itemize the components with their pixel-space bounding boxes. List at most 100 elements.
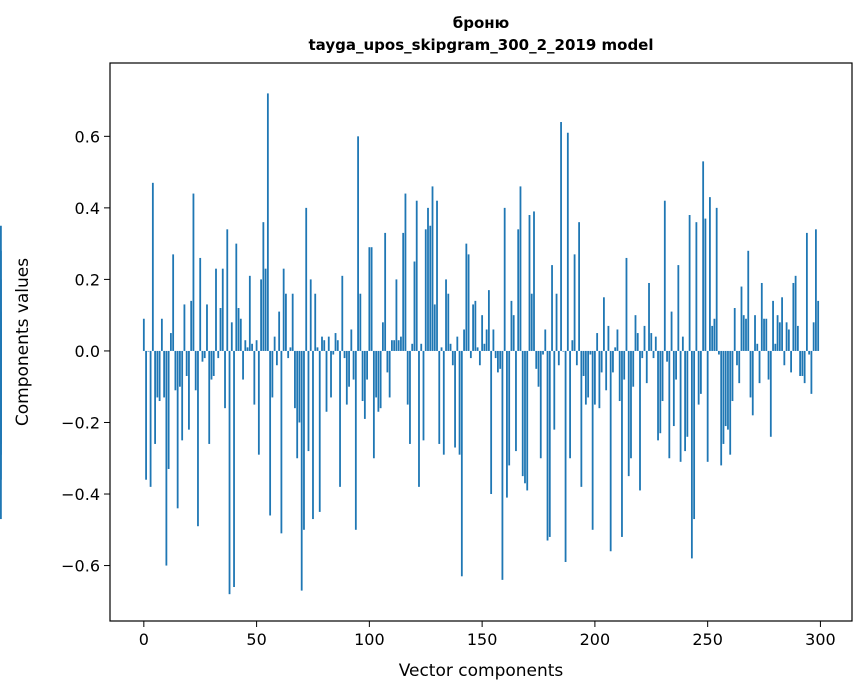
- bar-220: [639, 350, 641, 491]
- bar-173: [533, 211, 535, 351]
- bar-104: [377, 350, 380, 412]
- bar-207: [609, 350, 612, 552]
- bar-163: [510, 300, 513, 351]
- plot-frame: [109, 62, 853, 622]
- bar-115: [402, 232, 405, 351]
- bar-72: [305, 207, 308, 351]
- bar-299: [817, 300, 820, 351]
- bar-280: [774, 343, 777, 351]
- bar-251: [709, 197, 711, 351]
- bar-67: [294, 350, 296, 409]
- bar-234: [670, 311, 673, 351]
- bar-12: [169, 333, 172, 351]
- bar-29: [208, 350, 211, 444]
- x-axis-label: Vector components: [399, 661, 564, 681]
- bar-188: [566, 132, 569, 351]
- bar-169: [524, 350, 526, 484]
- bar-56: [269, 350, 272, 516]
- bar-1: [145, 350, 147, 480]
- bar-36: [224, 350, 226, 409]
- bar-23: [194, 350, 197, 391]
- bar-256: [720, 350, 723, 466]
- bar-247: [699, 350, 702, 394]
- bar-93: [352, 350, 355, 380]
- bar-37: [226, 229, 229, 351]
- bar-263: [736, 350, 738, 366]
- bar-63: [285, 293, 287, 351]
- bar-undefined: [0, 350, 2, 355]
- bar-40: [233, 350, 235, 588]
- bar-254: [715, 207, 718, 351]
- y-tick-label: 0.6: [75, 127, 100, 146]
- bar-20: [188, 350, 190, 430]
- bar-275: [763, 318, 765, 351]
- bar-117: [406, 350, 409, 405]
- bar-6: [156, 350, 159, 398]
- bar-201: [596, 333, 599, 351]
- bar-26: [201, 350, 204, 362]
- bar-253: [713, 318, 716, 351]
- y-tick-label: −0.6: [61, 557, 100, 576]
- bar-252: [711, 325, 714, 351]
- bar-86: [336, 340, 339, 351]
- bar-122: [418, 350, 420, 487]
- bar-243: [690, 350, 693, 559]
- bar-128: [431, 186, 434, 351]
- bar-60: [278, 311, 281, 351]
- y-tick-label: 0.2: [75, 270, 100, 289]
- bar-217: [632, 350, 635, 387]
- bar-83: [330, 350, 332, 398]
- bar-221: [641, 350, 644, 359]
- bar-52: [260, 279, 262, 351]
- bar-227: [654, 336, 657, 351]
- chart-title: броню: [453, 14, 509, 32]
- bar-195: [582, 350, 585, 376]
- bar-226: [652, 350, 655, 359]
- bar-240: [684, 350, 686, 452]
- bar-269: [749, 350, 752, 398]
- bar-293: [803, 350, 806, 384]
- bar-242: [688, 215, 691, 351]
- bar-203: [600, 350, 603, 373]
- x-tick-label: 250: [692, 630, 723, 649]
- bar-113: [397, 340, 400, 351]
- y-tick-label: 0.4: [75, 199, 100, 218]
- bar-265: [740, 286, 743, 351]
- bars: [0, 93, 820, 595]
- bar-236: [675, 350, 677, 380]
- bar-43: [239, 318, 242, 351]
- bar-273: [758, 350, 761, 384]
- bar-147: [474, 300, 477, 351]
- bar-261: [731, 350, 734, 402]
- bar-55: [266, 93, 269, 351]
- bar-197: [587, 350, 590, 398]
- bar-287: [790, 350, 792, 373]
- y-axis-ticks: −0.6 −0.4 −0.2 0.0 0.2 0.4 0.6: [61, 127, 110, 576]
- bar-180: [548, 350, 551, 537]
- bar-182: [553, 350, 556, 430]
- bar-120: [413, 261, 416, 351]
- bar-95: [357, 136, 359, 351]
- bar-73: [307, 350, 310, 452]
- bar-171: [528, 215, 531, 351]
- bar-137: [451, 350, 454, 366]
- bar-206: [607, 325, 610, 351]
- bar-231: [663, 200, 666, 351]
- bar-2: [147, 350, 150, 352]
- bar-41: [235, 243, 238, 351]
- bar-216: [630, 350, 632, 459]
- bar-14: [174, 350, 177, 391]
- bar-undefined: [0, 329, 2, 351]
- bar-244: [693, 350, 696, 520]
- bar-42: [237, 308, 240, 351]
- bar-170: [526, 350, 529, 491]
- bar-126: [427, 207, 429, 351]
- bar-160: [503, 207, 506, 351]
- bar-146: [472, 304, 474, 351]
- bar-246: [697, 350, 700, 405]
- bar-76: [314, 293, 317, 351]
- bar-132: [440, 347, 443, 351]
